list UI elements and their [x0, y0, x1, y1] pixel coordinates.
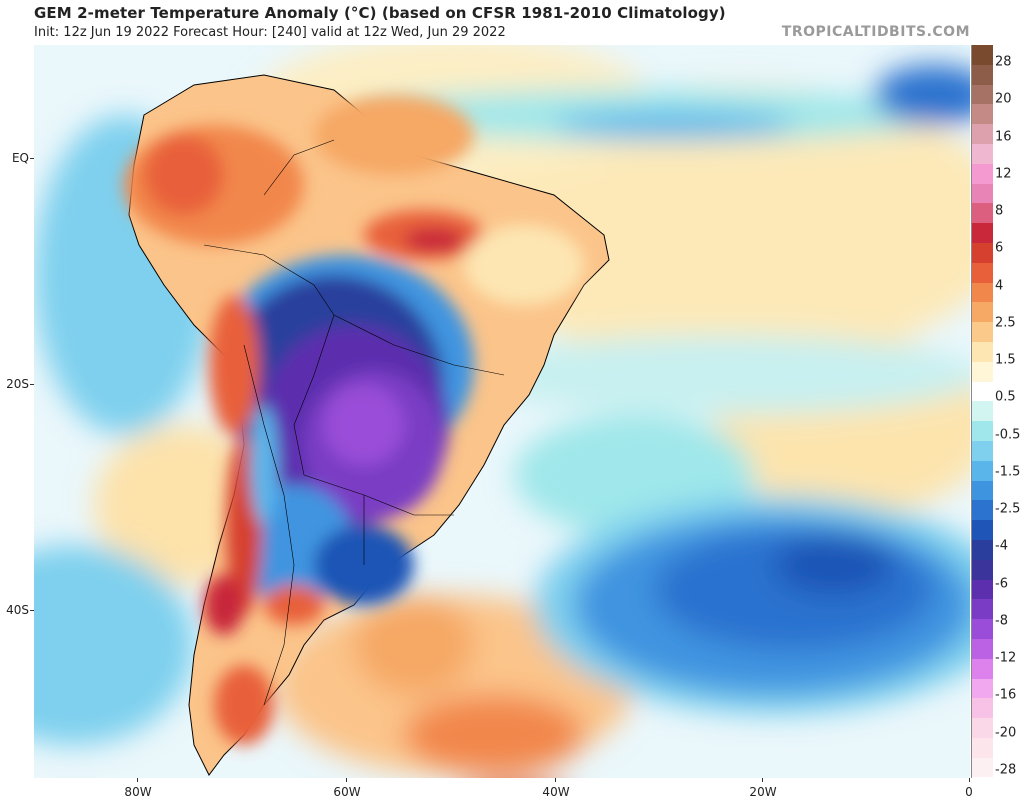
colorbar-segment [972, 619, 993, 639]
colorbar-segment [972, 163, 993, 184]
colorbar-tick-label: 8 [995, 203, 1004, 219]
colorbar-segment [972, 282, 993, 303]
colorbar-tick-label: -2.5 [995, 501, 1021, 517]
colorbar-tick-label: -28 [995, 762, 1017, 778]
colorbar-segment [972, 302, 993, 323]
colorbar-tick-label: 0.5 [995, 389, 1016, 405]
colorbar-tick-label: 20 [995, 91, 1012, 107]
map-title: GEM 2-meter Temperature Anomaly (°C) (ba… [34, 4, 726, 22]
colorbar-segment [972, 262, 993, 283]
colorbar-segment [972, 124, 993, 144]
colorbar-tick-label: 28 [995, 54, 1012, 70]
colorbar-segment [972, 737, 993, 758]
colorbar-segment [972, 381, 993, 402]
colorbar-segment [972, 520, 993, 540]
colorbar-segment [972, 45, 993, 65]
land-anomaly-field [124, 95, 584, 745]
colorbar-tick-label: 12 [995, 166, 1012, 182]
lon-label-0: 0 [965, 785, 973, 799]
colorbar-segment [972, 183, 993, 204]
lat-label-40s: 40S [6, 603, 29, 617]
lon-tick [762, 778, 763, 782]
colorbar-tick-label: 2.5 [995, 315, 1016, 331]
colorbar-segment [972, 718, 993, 738]
lon-tick [137, 778, 138, 782]
map-subtitle: Init: 12z Jun 19 2022 Forecast Hour: [24… [34, 25, 506, 40]
colorbar-tick-label: -6 [995, 576, 1008, 592]
colorbar-segment [972, 203, 993, 224]
country-borders [203, 139, 505, 706]
ocean-anomaly-field [34, 45, 970, 775]
colorbar-segment [972, 579, 993, 600]
colorbar-tick-label: -1.5 [995, 464, 1021, 480]
anomaly-field [34, 45, 970, 778]
colorbar-segment [972, 698, 993, 719]
colorbar-tick-label: -16 [995, 687, 1017, 703]
colorbar-segment [972, 638, 993, 659]
colorbar-segment [972, 64, 993, 85]
colorbar-segment [972, 500, 993, 521]
lon-tick [346, 778, 347, 782]
colorbar-segment [972, 460, 993, 481]
colorbar-segment [972, 658, 993, 679]
colorbar-segment [972, 143, 993, 164]
anomaly-map [34, 45, 970, 778]
colorbar-segment [972, 678, 993, 699]
colorbar-tick-label: -12 [995, 650, 1017, 666]
lon-label-40w: 40W [542, 785, 570, 799]
colorbar-segment [972, 757, 993, 778]
colorbar-segment [972, 559, 993, 580]
brand-watermark: TROPICALTIDBITS.COM [781, 24, 970, 40]
colorbar-segment [972, 223, 993, 243]
lat-tick [30, 384, 34, 385]
lat-label-eq: EQ [11, 151, 29, 165]
lon-tick [555, 778, 556, 782]
lon-label-80w: 80W [124, 785, 152, 799]
lon-tick [969, 778, 970, 782]
colorbar-segment [972, 322, 993, 342]
lon-label-20w: 20W [749, 785, 777, 799]
lat-tick [30, 610, 34, 611]
colorbar-segment [972, 421, 993, 441]
lon-label-60w: 60W [333, 785, 361, 799]
colorbar-segment [972, 361, 993, 382]
lat-tick [30, 158, 34, 159]
colorbar-segment [972, 539, 993, 560]
colorbar-segment [972, 401, 993, 422]
colorbar-tick-label: 1.5 [995, 352, 1016, 368]
colorbar-tick-label: -0.5 [995, 427, 1021, 443]
colorbar-segment [972, 84, 993, 105]
lat-label-20s: 20S [6, 377, 29, 391]
colorbar-tick-label: 4 [995, 278, 1004, 294]
colorbar [971, 45, 993, 778]
colorbar-segment [972, 480, 993, 501]
colorbar-segment [972, 104, 993, 125]
colorbar-segment [972, 599, 993, 620]
colorbar-tick-label: 16 [995, 129, 1012, 145]
colorbar-segment [972, 242, 993, 263]
colorbar-segment [972, 440, 993, 461]
colorbar-tick-label: 6 [995, 240, 1004, 256]
colorbar-tick-label: -20 [995, 725, 1017, 741]
colorbar-segment [972, 341, 993, 362]
colorbar-tick-label: -8 [995, 613, 1008, 629]
colorbar-tick-label: -4 [995, 538, 1008, 554]
